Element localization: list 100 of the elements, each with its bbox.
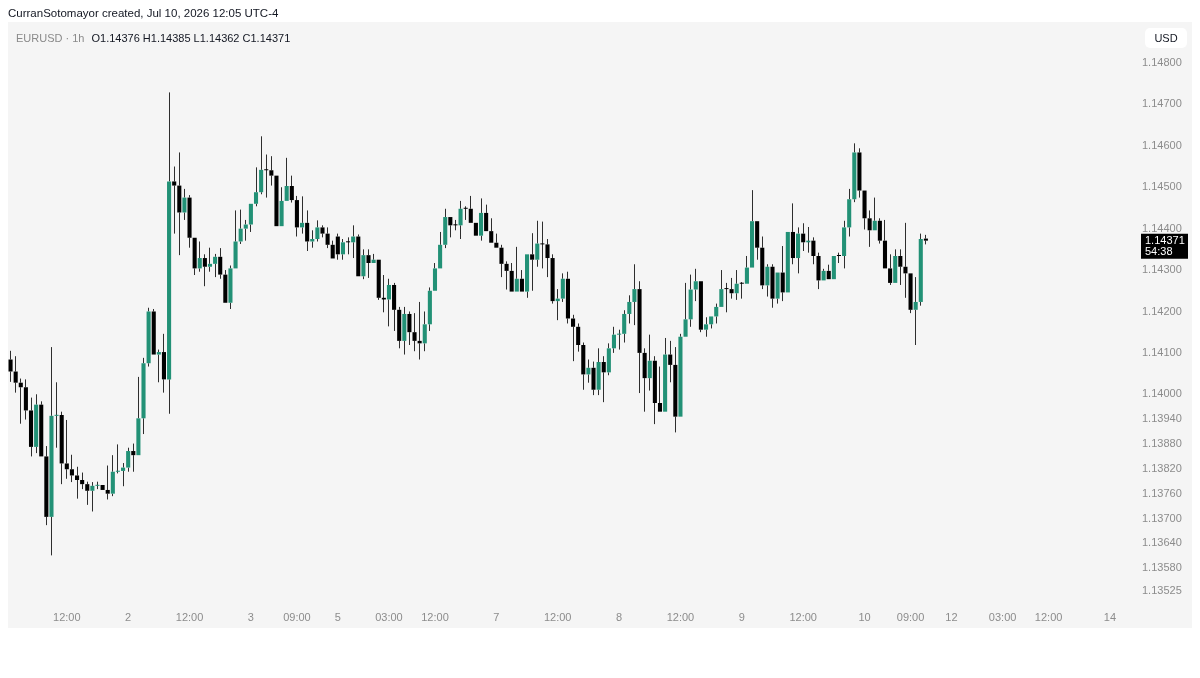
text: CurranSotomayor created, Jul 10, 2026 12:05 UTC-4 [8, 7, 279, 20]
candlestick [734, 269, 739, 301]
candlestick [64, 419, 69, 480]
y-tick-label: 1.14800 [1142, 56, 1182, 69]
candlestick [478, 197, 484, 242]
candlestick [264, 154, 269, 199]
candlestick [59, 411, 64, 485]
candlestick [182, 188, 187, 221]
candlestick [90, 481, 95, 512]
candlestick [693, 268, 698, 302]
candlestick [356, 233, 361, 277]
candlestick [187, 194, 192, 249]
candlestick [463, 205, 468, 221]
candlestick [458, 200, 463, 240]
candlestick [673, 346, 678, 433]
candlestick [632, 263, 637, 326]
candlestick [724, 282, 729, 313]
candlestick [683, 282, 688, 337]
candlestick [519, 269, 524, 292]
x-tick-label: 14 [1103, 610, 1117, 623]
candlestick [760, 236, 765, 290]
candlestick [918, 233, 923, 307]
candlestick [422, 310, 427, 352]
candlestick [49, 346, 54, 556]
x-tick-label: 3 [247, 610, 254, 623]
candlestick [545, 238, 550, 278]
candlestick [514, 246, 519, 292]
y-tick-label: 1.14600 [1142, 138, 1182, 151]
candlestick [468, 195, 473, 223]
x-tick-label: 12:00 [789, 610, 817, 623]
candlestick [535, 220, 540, 268]
x-tick-label: 12 [945, 610, 958, 623]
candlestick [550, 253, 555, 305]
candlestick [172, 166, 177, 235]
candlestick [729, 277, 734, 300]
candlestick [110, 454, 115, 497]
candlestick [23, 378, 28, 421]
candlestick [703, 316, 709, 338]
candlestick [28, 397, 34, 457]
y-tick-label: 1.13940 [1142, 412, 1182, 425]
candlestick [100, 484, 105, 490]
candlestick [862, 190, 867, 230]
candlestick [698, 281, 703, 333]
candlestick [136, 376, 141, 456]
candlestick [913, 276, 918, 346]
y-tick-label: 1.13880 [1142, 437, 1182, 450]
candlestick [530, 232, 535, 292]
x-tick-label: 09:00 [283, 610, 311, 623]
candlestick [627, 294, 632, 324]
y-tick-label: 1.13760 [1142, 486, 1182, 499]
candlestick [294, 195, 299, 238]
candlestick [790, 202, 795, 265]
candlestick [346, 236, 351, 255]
x-tick-label: 03:00 [375, 610, 403, 623]
candlestick [335, 233, 340, 261]
candlestick [238, 209, 243, 245]
candlestick [637, 280, 642, 394]
y-tick-label: 1.13820 [1142, 461, 1182, 474]
candlestick [606, 342, 611, 376]
y-tick-label: 1.13640 [1142, 536, 1182, 549]
candlestick [397, 306, 402, 349]
y-tick-label: 1.14100 [1142, 345, 1182, 358]
candlestick [248, 203, 253, 233]
candlestick [867, 209, 872, 248]
candlestick [571, 314, 576, 362]
candlestick [392, 282, 397, 332]
x-tick-label: 2 [125, 610, 132, 623]
y-tick-label: 1.14000 [1142, 387, 1182, 400]
candlestick [560, 272, 565, 303]
y-tick-label: 1.14500 [1142, 180, 1182, 193]
candlestick [739, 281, 744, 300]
candlestick [668, 340, 673, 383]
candlestick [151, 308, 156, 355]
candlestick [115, 443, 120, 474]
candlestick [207, 247, 213, 273]
candlestick [499, 244, 504, 278]
candlestick [274, 175, 279, 227]
candlestick [821, 268, 826, 281]
candlestick [213, 253, 218, 278]
candlestick [269, 155, 274, 187]
x-tick-label: 12:00 [666, 610, 695, 623]
chart-title: EURUSD · 1h [16, 32, 85, 44]
candlestick [647, 334, 652, 392]
candlestick [427, 286, 432, 332]
candlestick [386, 278, 392, 327]
candlestick [340, 238, 345, 261]
candlestick [663, 337, 668, 412]
x-tick-label: 10 [858, 610, 871, 623]
candlestick [432, 262, 438, 291]
x-tick-label: 7 [493, 610, 500, 623]
x-tick-label: 12:00 [421, 610, 449, 623]
candlestick [714, 303, 719, 324]
candlestick [192, 237, 197, 276]
candlestick [34, 393, 39, 454]
x-tick-label: 9 [738, 610, 745, 623]
candlestick [642, 347, 647, 413]
candlestick [877, 217, 882, 245]
x-tick-label: 09:00 [896, 610, 925, 623]
candlestick [44, 445, 49, 526]
candlestick [617, 329, 622, 351]
